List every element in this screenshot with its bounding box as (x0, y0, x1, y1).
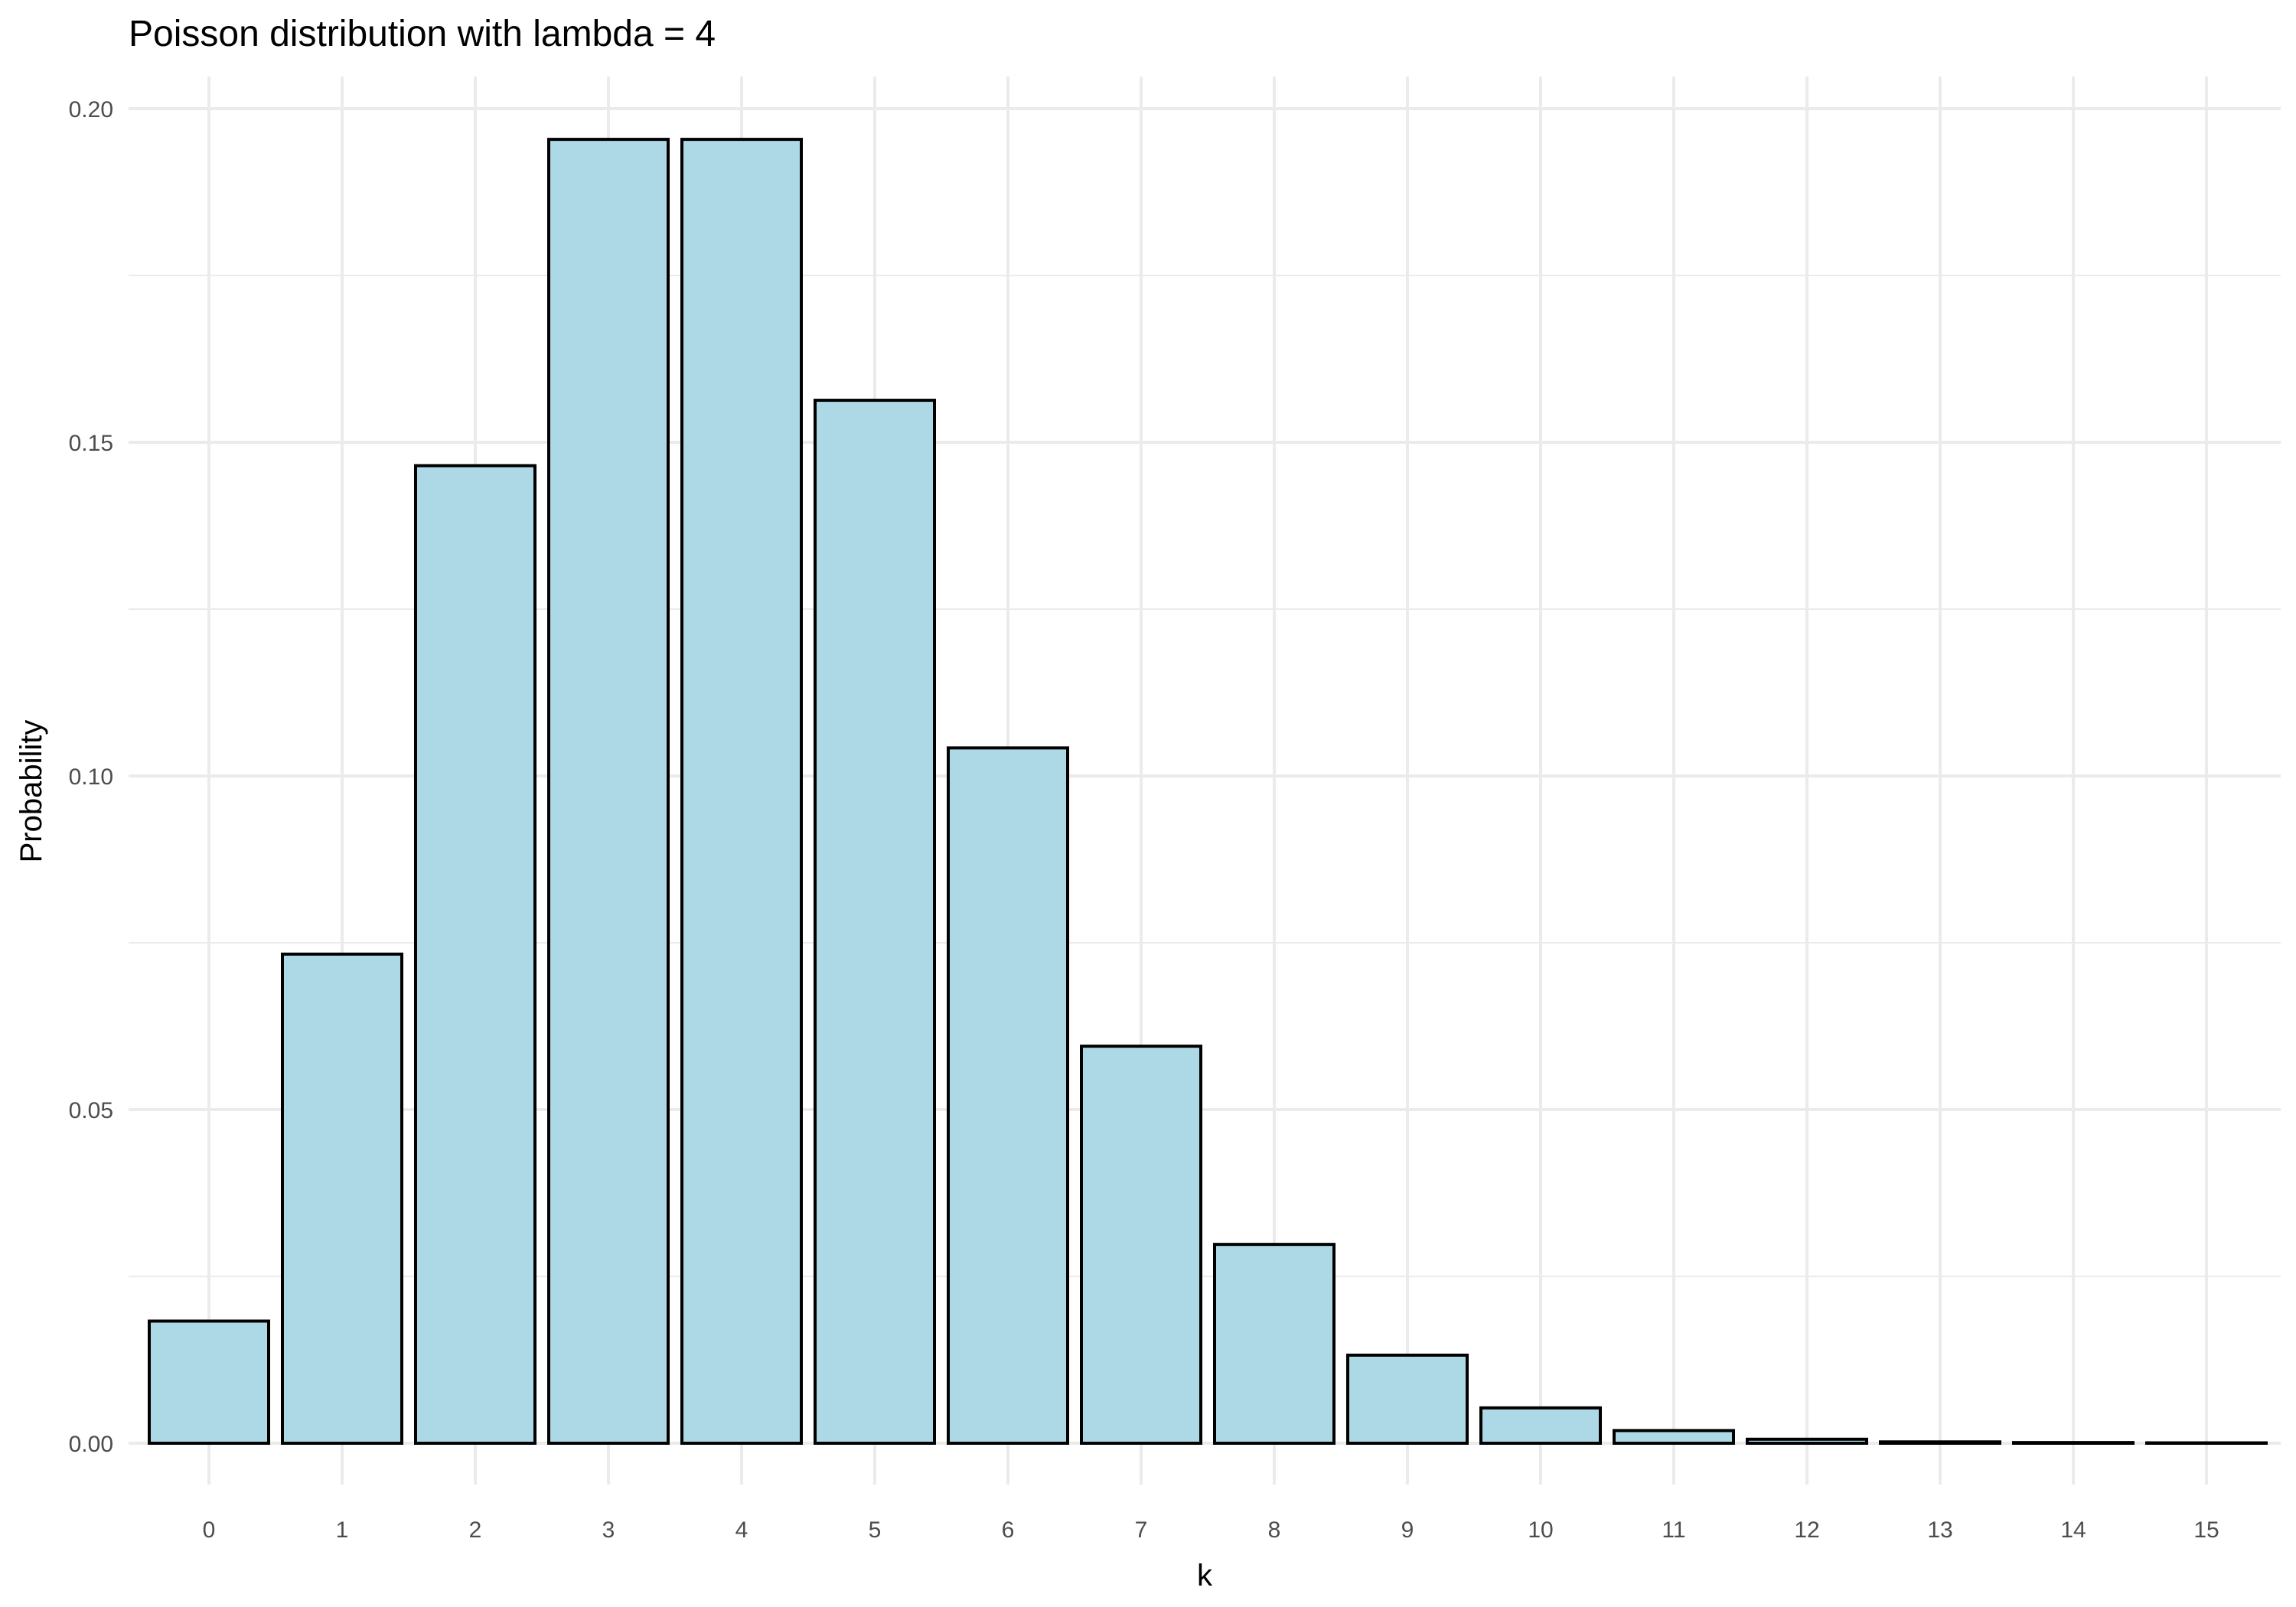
bar-k-7 (1080, 1045, 1202, 1446)
x-tick-label: 13 (1927, 1517, 1952, 1543)
bar-k-6 (947, 746, 1069, 1445)
bar-k-4 (680, 138, 803, 1445)
y-tick-label: 0.10 (69, 764, 113, 790)
x-tick-label: 14 (2060, 1517, 2086, 1543)
bar-k-9 (1346, 1353, 1469, 1445)
y-tick-label: 0.20 (69, 97, 113, 122)
y-tick-label: 0.15 (69, 431, 113, 456)
y-axis-ticks: 0.00 0.05 0.10 0.15 0.20 (69, 97, 113, 1457)
bar-k-15 (2145, 1441, 2268, 1445)
x-tick-label: 6 (1002, 1517, 1015, 1543)
y-axis-title: Probability (15, 720, 48, 863)
x-axis-title: k (1197, 1559, 1213, 1592)
bar-k-14 (2012, 1441, 2135, 1446)
x-tick-label: 9 (1401, 1517, 1414, 1543)
x-axis-ticks: 0 1 2 3 4 5 6 7 8 9 10 11 12 13 14 15 (203, 1517, 2219, 1543)
bar-k-10 (1479, 1406, 1602, 1446)
x-tick-label: 2 (469, 1517, 482, 1543)
x-tick-label: 4 (735, 1517, 748, 1543)
x-tick-label: 7 (1135, 1517, 1148, 1543)
chart-title: Poisson distribution with lambda = 4 (129, 14, 716, 54)
bar-k-8 (1213, 1243, 1336, 1446)
x-tick-label: 10 (1528, 1517, 1553, 1543)
bar-k-13 (1879, 1440, 2001, 1445)
x-tick-label: 5 (869, 1517, 882, 1543)
x-tick-label: 15 (2193, 1517, 2219, 1543)
x-tick-label: 8 (1268, 1517, 1281, 1543)
bar-k-3 (547, 138, 670, 1445)
bar-k-5 (814, 399, 936, 1446)
y-tick-label: 0.05 (69, 1098, 113, 1123)
x-tick-label: 3 (602, 1517, 615, 1543)
bar-k-0 (148, 1319, 270, 1445)
x-tick-label: 12 (1794, 1517, 1819, 1543)
y-tick-label: 0.00 (69, 1432, 113, 1457)
bar-k-12 (1746, 1437, 1868, 1445)
bar-k-2 (414, 464, 536, 1445)
bar-k-1 (281, 952, 403, 1445)
bar-k-11 (1613, 1429, 1735, 1446)
x-tick-label: 11 (1662, 1517, 1685, 1543)
bars (148, 138, 2268, 1446)
x-tick-label: 0 (203, 1517, 216, 1543)
x-tick-label: 1 (336, 1517, 349, 1543)
